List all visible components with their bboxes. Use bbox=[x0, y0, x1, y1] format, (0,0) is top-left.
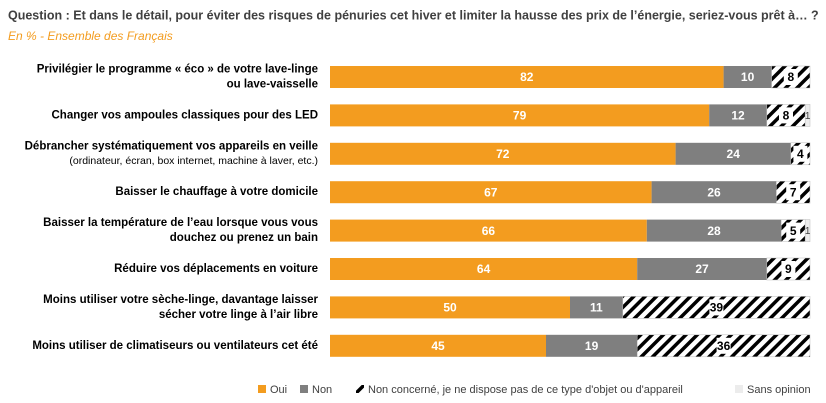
segment-label: 82 bbox=[520, 70, 534, 84]
bar-segment bbox=[330, 66, 724, 88]
segment-label: 27 bbox=[695, 262, 709, 276]
segment-label: 24 bbox=[727, 147, 741, 161]
category-label: ou lave-vaisselle bbox=[227, 79, 318, 91]
segment-label: 8 bbox=[783, 109, 790, 123]
category-label: (ordinateur, écran, box internet, machin… bbox=[69, 155, 318, 167]
legend-marker bbox=[356, 385, 364, 393]
bar-segment bbox=[723, 66, 772, 88]
category-label: douchez ou prenez un bain bbox=[170, 232, 318, 244]
segment-label: 67 bbox=[484, 185, 498, 199]
bar-segment bbox=[330, 219, 647, 242]
segment-label: 50 bbox=[443, 301, 457, 315]
legend-marker bbox=[735, 385, 743, 393]
label-box bbox=[786, 222, 801, 239]
chart-subtitle: En % - Ensemble des Français bbox=[8, 29, 173, 43]
segment-label: 66 bbox=[482, 224, 496, 238]
segment-label: 28 bbox=[707, 224, 721, 238]
legend-label: Non bbox=[312, 384, 332, 396]
bar-segment bbox=[546, 334, 638, 357]
segment-label: 11 bbox=[590, 301, 603, 315]
bar-segment bbox=[330, 181, 652, 204]
segment-label: 1 bbox=[805, 111, 811, 122]
segment-label: 5 bbox=[790, 224, 797, 238]
bar-segment bbox=[570, 296, 623, 319]
segment-label: 12 bbox=[731, 109, 745, 123]
bar-segment bbox=[804, 104, 811, 127]
bar-segment bbox=[637, 258, 767, 280]
chart-title: Question : Et dans le détail, pour évite… bbox=[8, 8, 819, 22]
category-label: Changer vos ampoules classiques pour des… bbox=[52, 109, 319, 121]
legend-label: Non concerné, je ne dispose pas de ce ty… bbox=[368, 384, 683, 396]
bar-segment bbox=[330, 142, 676, 165]
segment-label: 64 bbox=[477, 262, 491, 276]
bar-segment bbox=[330, 334, 546, 357]
bar-segment bbox=[330, 104, 710, 127]
label-box bbox=[781, 261, 796, 277]
label-box bbox=[716, 337, 731, 354]
legend-marker bbox=[300, 385, 308, 393]
segment-label: 19 bbox=[585, 339, 599, 353]
segment-label: 1 bbox=[805, 226, 811, 237]
segment-label: 45 bbox=[431, 339, 445, 353]
segment-label: 7 bbox=[790, 185, 797, 199]
bar-segment bbox=[651, 181, 777, 204]
bar-segment bbox=[709, 104, 767, 127]
segment-label: 72 bbox=[496, 147, 510, 161]
segment-label: 9 bbox=[785, 262, 792, 276]
category-label: Baisser le chauffage à votre domicile bbox=[115, 186, 318, 198]
category-label: Baisser la température de l’eau lorsque … bbox=[43, 217, 318, 229]
category-label: sécher votre linge à l’air libre bbox=[159, 309, 318, 321]
segment-label: 8 bbox=[787, 70, 794, 84]
segment-label: 26 bbox=[707, 185, 721, 199]
label-box bbox=[786, 184, 801, 201]
legend-label: Sans opinion bbox=[747, 384, 811, 396]
label-box bbox=[793, 145, 808, 162]
category-label: Moins utiliser de climatiseurs ou ventil… bbox=[32, 340, 318, 352]
category-label: Moins utiliser votre sèche-linge, davant… bbox=[43, 294, 318, 306]
category-label: Privilégier le programme « éco » de votr… bbox=[37, 64, 318, 76]
bar-segment bbox=[804, 219, 811, 242]
legend-marker bbox=[258, 385, 266, 393]
bar-segment bbox=[646, 219, 782, 242]
bar-segment bbox=[330, 296, 570, 319]
legend-label: Oui bbox=[270, 384, 287, 396]
segment-label: 39 bbox=[710, 301, 724, 315]
category-label: Débrancher systématiquement vos appareil… bbox=[25, 140, 318, 152]
category-label: Réduire vos déplacements en voiture bbox=[114, 263, 318, 275]
segment-label: 10 bbox=[741, 70, 755, 84]
segment-label: 79 bbox=[513, 109, 527, 123]
label-box bbox=[709, 299, 724, 316]
label-box bbox=[779, 107, 793, 124]
label-box bbox=[783, 69, 798, 85]
segment-label: 4 bbox=[797, 147, 804, 161]
bar-segment bbox=[330, 258, 638, 280]
bar-segment bbox=[675, 142, 791, 165]
segment-label: 36 bbox=[717, 339, 731, 353]
